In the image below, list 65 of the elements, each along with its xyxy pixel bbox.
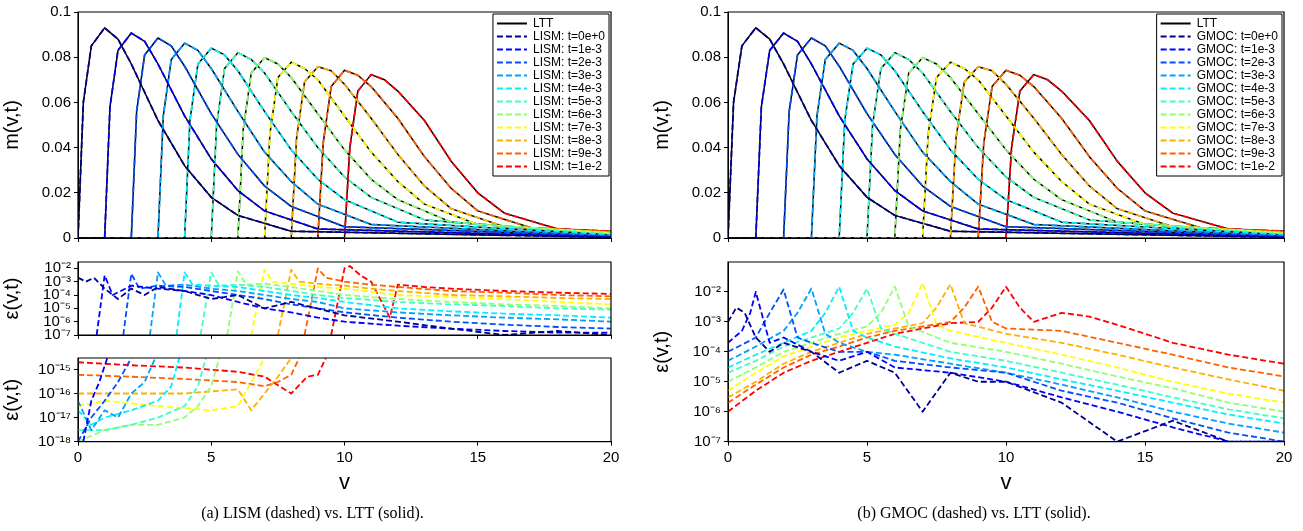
legend-label: GMOC: t=2e-3	[1196, 54, 1276, 69]
legend-label: LISM: t=9e-3	[532, 145, 603, 160]
legend-label: GMOC: t=3e-3	[1196, 67, 1276, 82]
x-axis-title: v	[339, 468, 350, 494]
y-tick-label: 10⁻⁷	[693, 431, 721, 449]
y-tick-label: 10⁻¹⁶	[38, 383, 71, 401]
y-axis-title: ε(v,t)	[0, 277, 22, 320]
y-tick-label: 0.1	[50, 2, 71, 20]
legend-label: LISM: t=5e-3	[532, 93, 603, 108]
y-tick-label: 0.06	[691, 92, 721, 110]
legend-label: GMOC: t=4e-3	[1196, 80, 1276, 95]
legend-label: GMOC: t=8e-3	[1196, 132, 1276, 147]
y-axis-title: m(v,t)	[649, 100, 672, 150]
y-tick-label: 0.08	[691, 47, 721, 65]
y-tick-label: 10⁻²	[694, 282, 721, 300]
legend-label: LISM: t=8e-3	[532, 132, 603, 147]
y-axis-title: ε(v,t)	[649, 330, 672, 373]
x-tick-label: 15	[469, 447, 487, 465]
text: (b) GMOC (dashed) vs. LTT (solid).	[856, 504, 1092, 522]
legend-label: LISM: t=0e+0	[532, 28, 606, 43]
x-tick-label: 10	[997, 447, 1015, 465]
legend-label: GMOC: t=1e-3	[1196, 41, 1276, 56]
legend-label: GMOC: t=9e-3	[1196, 145, 1276, 160]
x-tick-label: 0	[73, 447, 83, 465]
legend-label: LTT	[1196, 15, 1218, 30]
legend-label: LISM: t=3e-3	[532, 67, 603, 82]
x-tick-label: 20	[1275, 447, 1293, 465]
legend-label: GMOC: t=5e-3	[1196, 93, 1276, 108]
x-tick-label: 0	[723, 447, 733, 465]
y-tick-label: 0.02	[41, 182, 71, 200]
y-tick-label: 0.06	[41, 92, 71, 110]
y-tick-label: 0.02	[691, 182, 721, 200]
y-tick-label: 0.08	[41, 47, 71, 65]
y-tick-label: 0	[62, 228, 71, 246]
y-axis-title: ε(v,t)	[0, 378, 22, 421]
y-tick-label: 0.04	[41, 137, 71, 155]
legend-label: LTT	[532, 15, 555, 30]
legend-label: GMOC: t=0e+0	[1196, 28, 1279, 43]
y-tick-label: 10⁻⁵	[693, 371, 721, 389]
legend-label: LISM: t=1e-3	[532, 41, 603, 56]
y-tick-label: 10⁻⁴	[692, 341, 721, 359]
y-tick-label: 0.1	[700, 2, 721, 20]
y-tick-label: 10⁻³	[694, 312, 721, 330]
y-tick-label: 10⁻¹⁷	[38, 407, 71, 425]
legend-label: LISM: t=2e-3	[532, 54, 603, 69]
legend-label: LISM: t=6e-3	[532, 106, 603, 121]
y-tick-label: 10⁻¹⁸	[37, 431, 71, 449]
x-tick-label: 5	[862, 447, 872, 465]
legend-label: LISM: t=4e-3	[532, 80, 603, 95]
text: (a) LISM (dashed) vs. LTT (solid).	[200, 504, 425, 522]
legend-label: GMOC: t=1e-2	[1196, 158, 1276, 173]
y-tick-label: 10⁻¹⁵	[38, 359, 71, 377]
x-tick-label: 10	[336, 447, 353, 465]
y-tick-label: 0.04	[691, 137, 721, 155]
legend-label: LISM: t=1e-2	[532, 158, 603, 173]
y-tick-label: 10⁻⁶	[693, 401, 721, 419]
legend-label: GMOC: t=6e-3	[1196, 106, 1276, 121]
x-tick-label: 5	[207, 447, 216, 465]
x-tick-label: 20	[602, 447, 620, 465]
x-tick-label: 15	[1136, 447, 1154, 465]
x-axis-title: v	[1000, 468, 1012, 494]
legend-label: LISM: t=7e-3	[532, 119, 603, 134]
y-axis-title: m(v,t)	[0, 100, 22, 150]
y-tick-label: 0	[712, 228, 721, 246]
legend-label: GMOC: t=7e-3	[1196, 119, 1276, 134]
